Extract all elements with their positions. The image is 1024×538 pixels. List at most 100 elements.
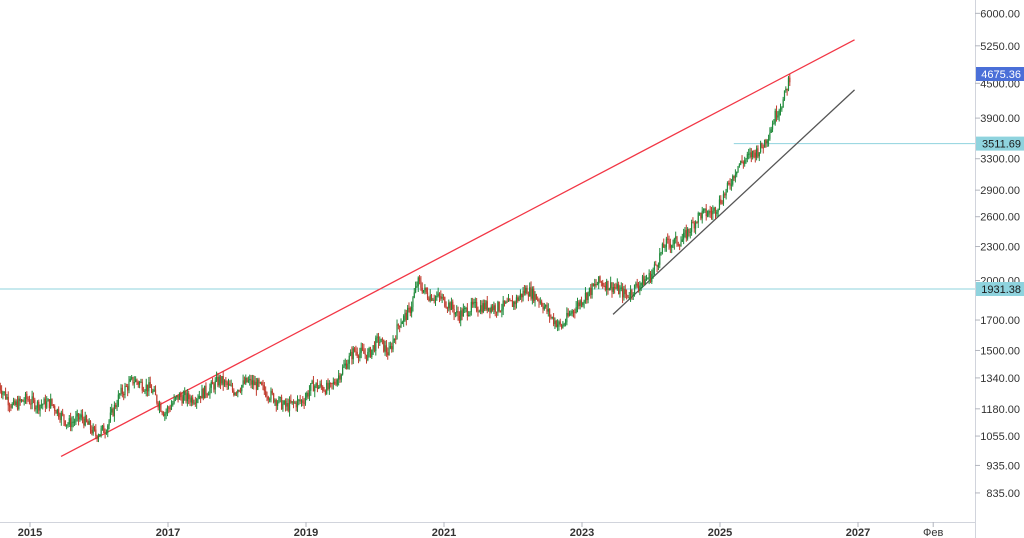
candle-body <box>288 400 291 411</box>
candle-body <box>495 311 498 313</box>
candle-body <box>478 311 480 313</box>
candle-body <box>209 387 211 395</box>
candle-body <box>32 396 35 400</box>
candle-body <box>659 253 661 265</box>
candle-body <box>373 345 376 352</box>
candle-body <box>208 394 210 396</box>
price-tick-label: 1700.00 <box>980 315 1020 327</box>
candle-body <box>233 390 235 396</box>
candle-body <box>173 398 175 404</box>
candle-body <box>645 278 648 280</box>
candle-body <box>311 380 313 384</box>
candle-body <box>153 389 155 392</box>
candle-body <box>673 238 675 245</box>
trend-line[interactable] <box>60 39 855 458</box>
candle-body <box>261 382 263 385</box>
candle-body <box>486 301 488 311</box>
price-axis[interactable]: 6000.00 5250.00 4500.00 3900.00 3300.00 2900.… <box>975 8 1020 500</box>
candle-body <box>63 414 65 421</box>
candle-body <box>494 305 496 312</box>
candle-body <box>59 417 61 421</box>
candle-body <box>767 138 770 141</box>
candle-body <box>777 115 779 118</box>
candle-body <box>746 154 748 159</box>
price-tick-label: 5250.00 <box>980 41 1020 53</box>
candle-body <box>697 212 699 223</box>
candle-body <box>213 384 215 390</box>
candle-body <box>741 160 743 163</box>
candle-body <box>389 346 391 348</box>
candle-body <box>661 243 664 253</box>
price-labels: 4675.36 3511.69 1931.38 <box>976 67 1024 296</box>
candle-body <box>88 421 90 425</box>
candle-body <box>546 305 548 312</box>
candle-body <box>438 293 441 297</box>
candle-body <box>564 322 567 325</box>
candle-body <box>507 299 510 302</box>
candle-body <box>104 432 106 434</box>
candle-body <box>448 302 450 309</box>
candle-body <box>599 276 601 282</box>
candle-body <box>132 377 134 384</box>
candle-body <box>7 396 9 406</box>
price-tick-label: 1500.00 <box>980 345 1020 357</box>
candle-body <box>157 402 159 408</box>
candle-body <box>302 400 304 403</box>
candle-body <box>649 273 652 282</box>
candle-body <box>332 381 334 385</box>
candle-body <box>600 281 602 283</box>
candle-body <box>688 228 690 233</box>
candle-body <box>491 306 494 310</box>
candle-body <box>525 287 527 294</box>
candle-body <box>35 407 37 410</box>
candle-body <box>127 386 129 391</box>
candle-body <box>420 281 422 288</box>
candle-body <box>729 183 731 186</box>
candle-body <box>367 352 369 361</box>
candle-body <box>656 265 658 267</box>
candle-body <box>586 293 588 301</box>
candle-body <box>756 148 758 158</box>
price-label: 3511.69 <box>982 139 1021 151</box>
time-axis[interactable]: 2015 2017 2019 2021 2023 2025 2027 Фев <box>18 522 944 538</box>
candle-body <box>526 287 528 295</box>
candle-body <box>514 301 516 305</box>
candle-body <box>576 302 579 307</box>
price-tick-label: 835.00 <box>986 488 1020 500</box>
candle-body <box>324 390 326 394</box>
candle-body <box>440 296 442 299</box>
candle-body <box>752 150 754 158</box>
candle-body <box>412 297 414 307</box>
candle-body <box>180 394 182 398</box>
horizontal-lines <box>0 143 975 290</box>
candle-body <box>270 390 272 400</box>
candle-body <box>60 412 62 421</box>
candle-body <box>388 347 390 356</box>
candle-body <box>639 285 641 290</box>
candle-body <box>466 307 468 316</box>
candle-body <box>381 338 384 340</box>
candle-body <box>706 214 709 217</box>
candle-body <box>602 282 604 286</box>
candle-body <box>226 382 228 386</box>
candle-body <box>781 107 783 110</box>
candle-body <box>397 324 399 326</box>
candle-body <box>740 160 742 165</box>
candle-body <box>775 110 778 118</box>
candle-body <box>11 403 13 408</box>
candle-body <box>193 402 195 404</box>
candle-body <box>137 382 139 385</box>
candle-body <box>133 382 135 384</box>
candle-body <box>30 403 32 405</box>
candle-body <box>75 416 77 422</box>
candle-body <box>758 152 760 157</box>
candle-body <box>651 274 653 282</box>
candle-body <box>249 378 251 381</box>
candle-body <box>56 409 58 414</box>
candle-body <box>111 408 113 413</box>
candle-body <box>217 376 219 386</box>
candle-body <box>452 301 454 309</box>
candle-body <box>119 393 121 395</box>
candle-body <box>395 338 397 340</box>
